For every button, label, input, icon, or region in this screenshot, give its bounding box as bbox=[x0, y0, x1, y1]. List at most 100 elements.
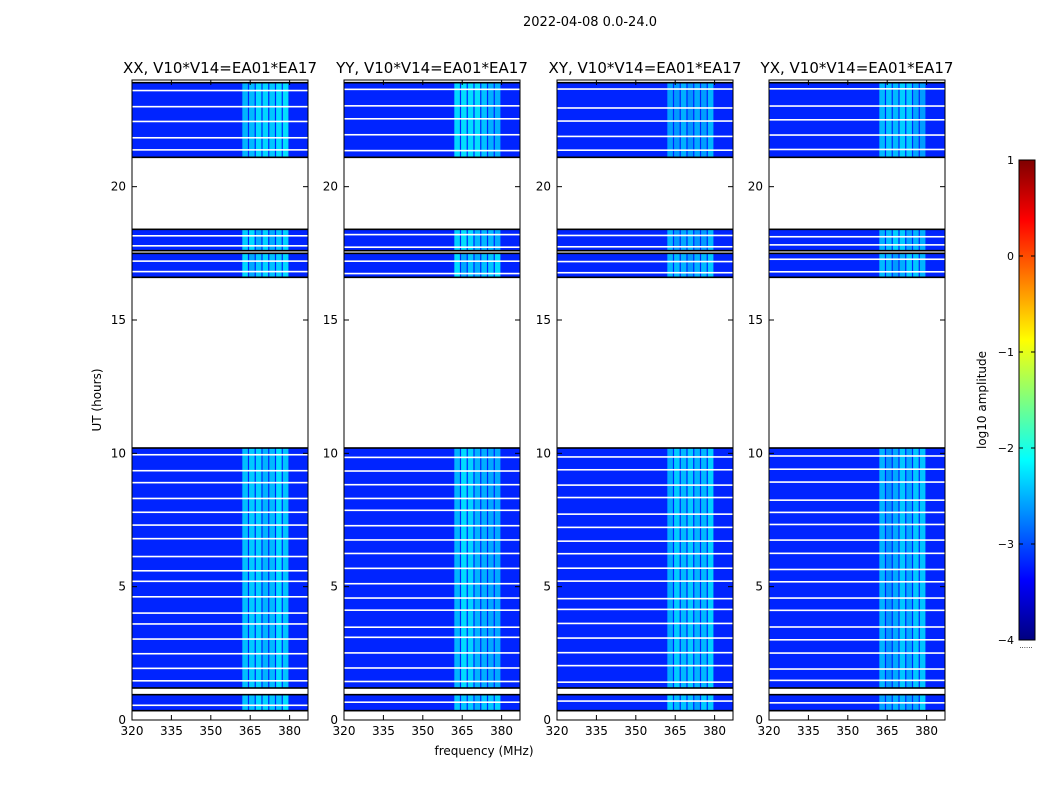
heatmap-band bbox=[249, 448, 255, 688]
y-tick-label: 5 bbox=[118, 580, 126, 594]
heatmap-band bbox=[467, 229, 474, 251]
flag-stripe bbox=[132, 234, 308, 237]
heatmap-band bbox=[913, 448, 919, 688]
y-tick-label: 10 bbox=[323, 446, 338, 460]
y-tick-label: 5 bbox=[543, 580, 551, 594]
heatmap-band bbox=[879, 229, 885, 251]
block-edge bbox=[769, 276, 945, 279]
x-tick-label: 380 bbox=[703, 724, 726, 738]
flag-stripe bbox=[344, 456, 520, 459]
flag-stripe bbox=[557, 651, 733, 654]
flag-stripe bbox=[769, 235, 945, 238]
flag-stripe bbox=[557, 260, 733, 263]
block-edge bbox=[769, 156, 945, 159]
heatmap-band bbox=[674, 253, 680, 278]
colorbar-tick-label: −3 bbox=[998, 538, 1014, 551]
y-tick-label: 15 bbox=[111, 313, 126, 327]
heatmap-band bbox=[906, 448, 912, 688]
flag-stripe bbox=[344, 497, 520, 500]
heatmap-band bbox=[454, 229, 460, 251]
block-edge bbox=[557, 447, 733, 449]
flag-stripe bbox=[132, 511, 308, 514]
flag-stripe bbox=[344, 260, 520, 262]
flag-stripe bbox=[557, 608, 733, 611]
flag-stripe bbox=[132, 667, 308, 670]
flag-stripe bbox=[769, 568, 945, 571]
colorbar-ticks: 1 0 −1 −2 −3 −4 bbox=[998, 154, 1035, 647]
heatmap-band bbox=[454, 82, 460, 158]
heatmap-band bbox=[262, 82, 269, 158]
heatmap-band bbox=[481, 253, 487, 278]
y-tick-label: 10 bbox=[748, 446, 763, 460]
flag-stripe bbox=[132, 105, 308, 108]
heatmap-band bbox=[262, 448, 269, 688]
panel-0: 320 335 350 365 380 0 5 10 15 20 XX, V10*V14=EA01*… bbox=[90, 59, 317, 738]
heatmap-band bbox=[269, 694, 275, 711]
flag-stripe bbox=[769, 702, 945, 704]
flag-stripe bbox=[132, 680, 308, 682]
heatmap-band bbox=[494, 82, 501, 158]
flag-stripe bbox=[769, 258, 945, 261]
heatmap-band bbox=[474, 253, 481, 278]
heatmap-band bbox=[879, 253, 885, 278]
x-tick-label: 350 bbox=[411, 724, 434, 738]
block-edge bbox=[344, 252, 520, 255]
block-edge bbox=[132, 252, 308, 255]
block-edge bbox=[344, 447, 520, 449]
x-tick-label: 335 bbox=[372, 724, 395, 738]
heatmap-band bbox=[276, 82, 282, 158]
colorbar-tick-label: −1 bbox=[998, 346, 1014, 359]
heatmap-band bbox=[906, 229, 912, 251]
x-tick-label: 365 bbox=[451, 724, 474, 738]
heatmap-band bbox=[488, 253, 494, 278]
heatmap-band bbox=[687, 253, 694, 278]
block-edge bbox=[132, 81, 308, 84]
flag-stripe bbox=[769, 597, 945, 599]
heatmap-band bbox=[919, 448, 926, 688]
heatmap-band bbox=[694, 253, 700, 278]
heatmap-band bbox=[242, 253, 248, 278]
flag-stripe bbox=[344, 652, 520, 654]
flag-stripe bbox=[344, 133, 520, 136]
heatmap-band bbox=[879, 448, 885, 688]
heatmap-band bbox=[687, 82, 694, 158]
flag-stripe bbox=[557, 540, 733, 542]
heatmap-band bbox=[892, 253, 899, 278]
x-tick-label: 350 bbox=[199, 724, 222, 738]
block-edge bbox=[769, 447, 945, 449]
flag-stripe bbox=[557, 484, 733, 486]
block-edge bbox=[132, 276, 308, 279]
flag-stripe bbox=[132, 580, 308, 583]
heatmap-band bbox=[481, 229, 487, 251]
block-edge bbox=[769, 81, 945, 84]
heatmap-band bbox=[242, 229, 248, 251]
flag-stripe bbox=[132, 524, 308, 526]
flag-stripe bbox=[557, 149, 733, 151]
flag-stripe bbox=[557, 622, 733, 625]
x-tick-label: 380 bbox=[278, 724, 301, 738]
heatmap-band bbox=[913, 253, 919, 278]
heatmap-band bbox=[667, 229, 673, 251]
flag-stripe bbox=[769, 523, 945, 526]
heatmap-band bbox=[242, 448, 248, 688]
flag-stripe bbox=[344, 701, 520, 704]
heatmap-band bbox=[282, 448, 289, 688]
x-tick-label: 365 bbox=[876, 724, 899, 738]
flag-stripe bbox=[557, 120, 733, 122]
heatmap-band bbox=[674, 82, 680, 158]
heatmap-band bbox=[680, 253, 687, 278]
heatmap-band bbox=[701, 229, 707, 251]
y-tick-label: 15 bbox=[536, 313, 551, 327]
heatmap-band bbox=[886, 448, 892, 688]
flag-stripe bbox=[344, 524, 520, 527]
block-edge bbox=[132, 228, 308, 231]
flag-stripe bbox=[769, 105, 945, 107]
heatmap-band bbox=[892, 229, 899, 251]
flag-stripe bbox=[769, 652, 945, 654]
heatmap-band bbox=[494, 229, 501, 251]
heatmap-band bbox=[276, 253, 282, 278]
heatmap-band bbox=[667, 82, 673, 158]
y-axis-label: UT (hours) bbox=[90, 368, 104, 431]
block-edge bbox=[557, 709, 733, 712]
